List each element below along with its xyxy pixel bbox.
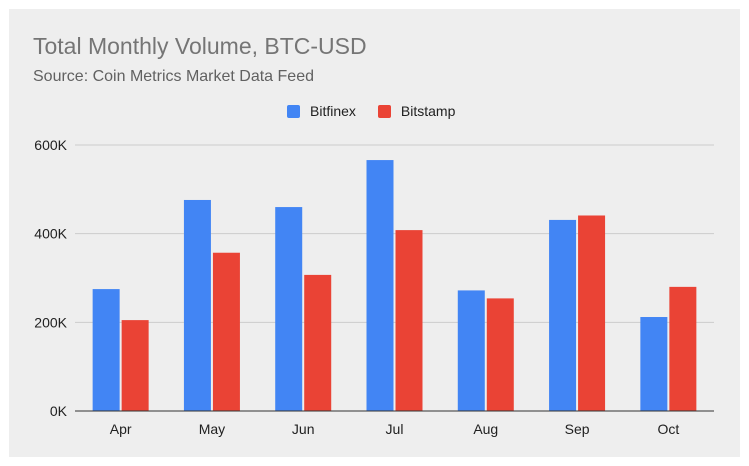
y-tick-label: 400K: [34, 226, 67, 242]
bar-bitstamp-apr: [121, 320, 149, 411]
bar-bitfinex-oct: [640, 317, 668, 411]
legend-swatch-bitfinex: [287, 104, 300, 118]
chart-title: Total Monthly Volume, BTC-USD: [33, 33, 367, 59]
y-tick-label: 600K: [34, 137, 67, 153]
x-tick-label: Oct: [657, 421, 679, 437]
x-tick-label: Sep: [565, 421, 590, 437]
bar-bitstamp-may: [212, 252, 240, 411]
bar-bitfinex-aug: [457, 290, 485, 411]
y-tick-label: 0K: [50, 403, 68, 419]
chart-subtitle: Source: Coin Metrics Market Data Feed: [33, 68, 314, 85]
bar-bitstamp-sep: [578, 215, 606, 411]
x-tick-label: Apr: [110, 421, 132, 437]
bar-bitfinex-may: [183, 199, 211, 411]
bar-bitfinex-apr: [92, 289, 120, 411]
legend-label-bitfinex: Bitfinex: [310, 103, 356, 119]
bar-bitstamp-aug: [486, 298, 514, 411]
x-tick-label: Jul: [386, 421, 404, 437]
bar-bitstamp-jun: [304, 274, 332, 411]
bar-bitfinex-sep: [549, 219, 577, 411]
bar-bitfinex-jul: [366, 160, 394, 411]
legend-item-bitfinex: Bitfinex: [287, 103, 356, 119]
legend-item-bitstamp: Bitstamp: [377, 103, 456, 119]
legend-swatch-bitstamp: [377, 104, 391, 118]
x-tick-label: May: [199, 421, 225, 437]
tick-labels: 0K 200K 400K 600K Apr May Jun Jul Aug Sep Oct: [34, 137, 679, 437]
legend-label-bitstamp: Bitstamp: [400, 103, 456, 119]
bars: [92, 160, 697, 411]
bar-bitstamp-oct: [669, 286, 697, 411]
x-tick-label: Aug: [473, 421, 498, 437]
y-tick-label: 200K: [34, 314, 67, 330]
bar-bitfinex-jun: [275, 207, 303, 411]
x-tick-label: Jun: [292, 421, 315, 437]
gridlines: [75, 144, 714, 323]
chart-legend: Bitfinex Bitstamp: [287, 103, 477, 119]
bar-bitstamp-jul: [395, 230, 423, 411]
